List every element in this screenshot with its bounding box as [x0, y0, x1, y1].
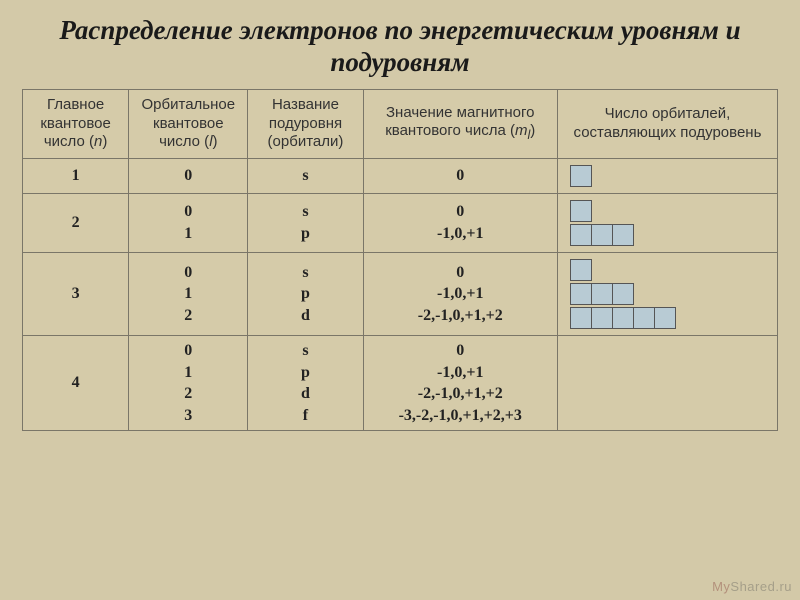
watermark-suffix: Shared.ru [730, 579, 792, 594]
orbital-box [570, 224, 592, 246]
orbital-row [570, 200, 773, 222]
cell-ml: 0-1,0,+1 [363, 194, 557, 253]
orbital-box [613, 307, 634, 329]
col-header-l: Орбитальное квантовое число (l) [129, 89, 248, 158]
cell-orbital-count [557, 336, 777, 431]
orbital-box [592, 307, 613, 329]
cell-n: 1 [23, 159, 129, 194]
cell-n: 2 [23, 194, 129, 253]
col-header-count: Число орбиталей, составляющих подуровень [557, 89, 777, 158]
cell-sublevel-name: s [248, 159, 363, 194]
quantum-numbers-table: Главное квантовое число (n) Орбитальное … [22, 89, 778, 432]
watermark-prefix: My [712, 579, 730, 594]
cell-n: 4 [23, 336, 129, 431]
orbital-row [570, 224, 773, 246]
cell-sublevel-name: spdf [248, 336, 363, 431]
col-header-name: Название подуровня (орбитали) [248, 89, 363, 158]
cell-l: 0 [129, 159, 248, 194]
orbital-box [570, 283, 592, 305]
orbital-box [570, 165, 592, 187]
cell-orbital-count [557, 194, 777, 253]
orbital-box [655, 307, 676, 329]
cell-ml: 0-1,0,+1-2,-1,0,+1,+2 [363, 253, 557, 336]
orbital-row [570, 283, 773, 305]
cell-orbital-count [557, 159, 777, 194]
cell-sublevel-name: spd [248, 253, 363, 336]
cell-ml: 0-1,0,+1-2,-1,0,+1,+2-3,-2,-1,0,+1,+2,+3 [363, 336, 557, 431]
orbital-row [570, 165, 773, 187]
cell-l: 01 [129, 194, 248, 253]
table-row: 3012spd0-1,0,+1-2,-1,0,+1,+2 [23, 253, 778, 336]
orbital-box [634, 307, 655, 329]
orbital-box [570, 307, 592, 329]
cell-sublevel-name: sp [248, 194, 363, 253]
orbital-box [570, 259, 592, 281]
col-header-n: Главное квантовое число (n) [23, 89, 129, 158]
col-header-ml: Значение магнитного квантового числа (ml… [363, 89, 557, 158]
table-row: 201sp0-1,0,+1 [23, 194, 778, 253]
orbital-box [570, 200, 592, 222]
orbital-box [613, 283, 634, 305]
orbital-box [613, 224, 634, 246]
table-row: 40123spdf0-1,0,+1-2,-1,0,+1,+2-3,-2,-1,0… [23, 336, 778, 431]
orbital-box [592, 283, 613, 305]
orbital-box [592, 224, 613, 246]
cell-orbital-count [557, 253, 777, 336]
cell-n: 3 [23, 253, 129, 336]
page-title: Распределение электронов по энергетическ… [0, 0, 800, 89]
orbital-row [570, 307, 773, 329]
table-header-row: Главное квантовое число (n) Орбитальное … [23, 89, 778, 158]
cell-l: 0123 [129, 336, 248, 431]
cell-l: 012 [129, 253, 248, 336]
orbital-row [570, 259, 773, 281]
table-row: 10s0 [23, 159, 778, 194]
cell-ml: 0 [363, 159, 557, 194]
watermark: MyShared.ru [712, 579, 792, 594]
